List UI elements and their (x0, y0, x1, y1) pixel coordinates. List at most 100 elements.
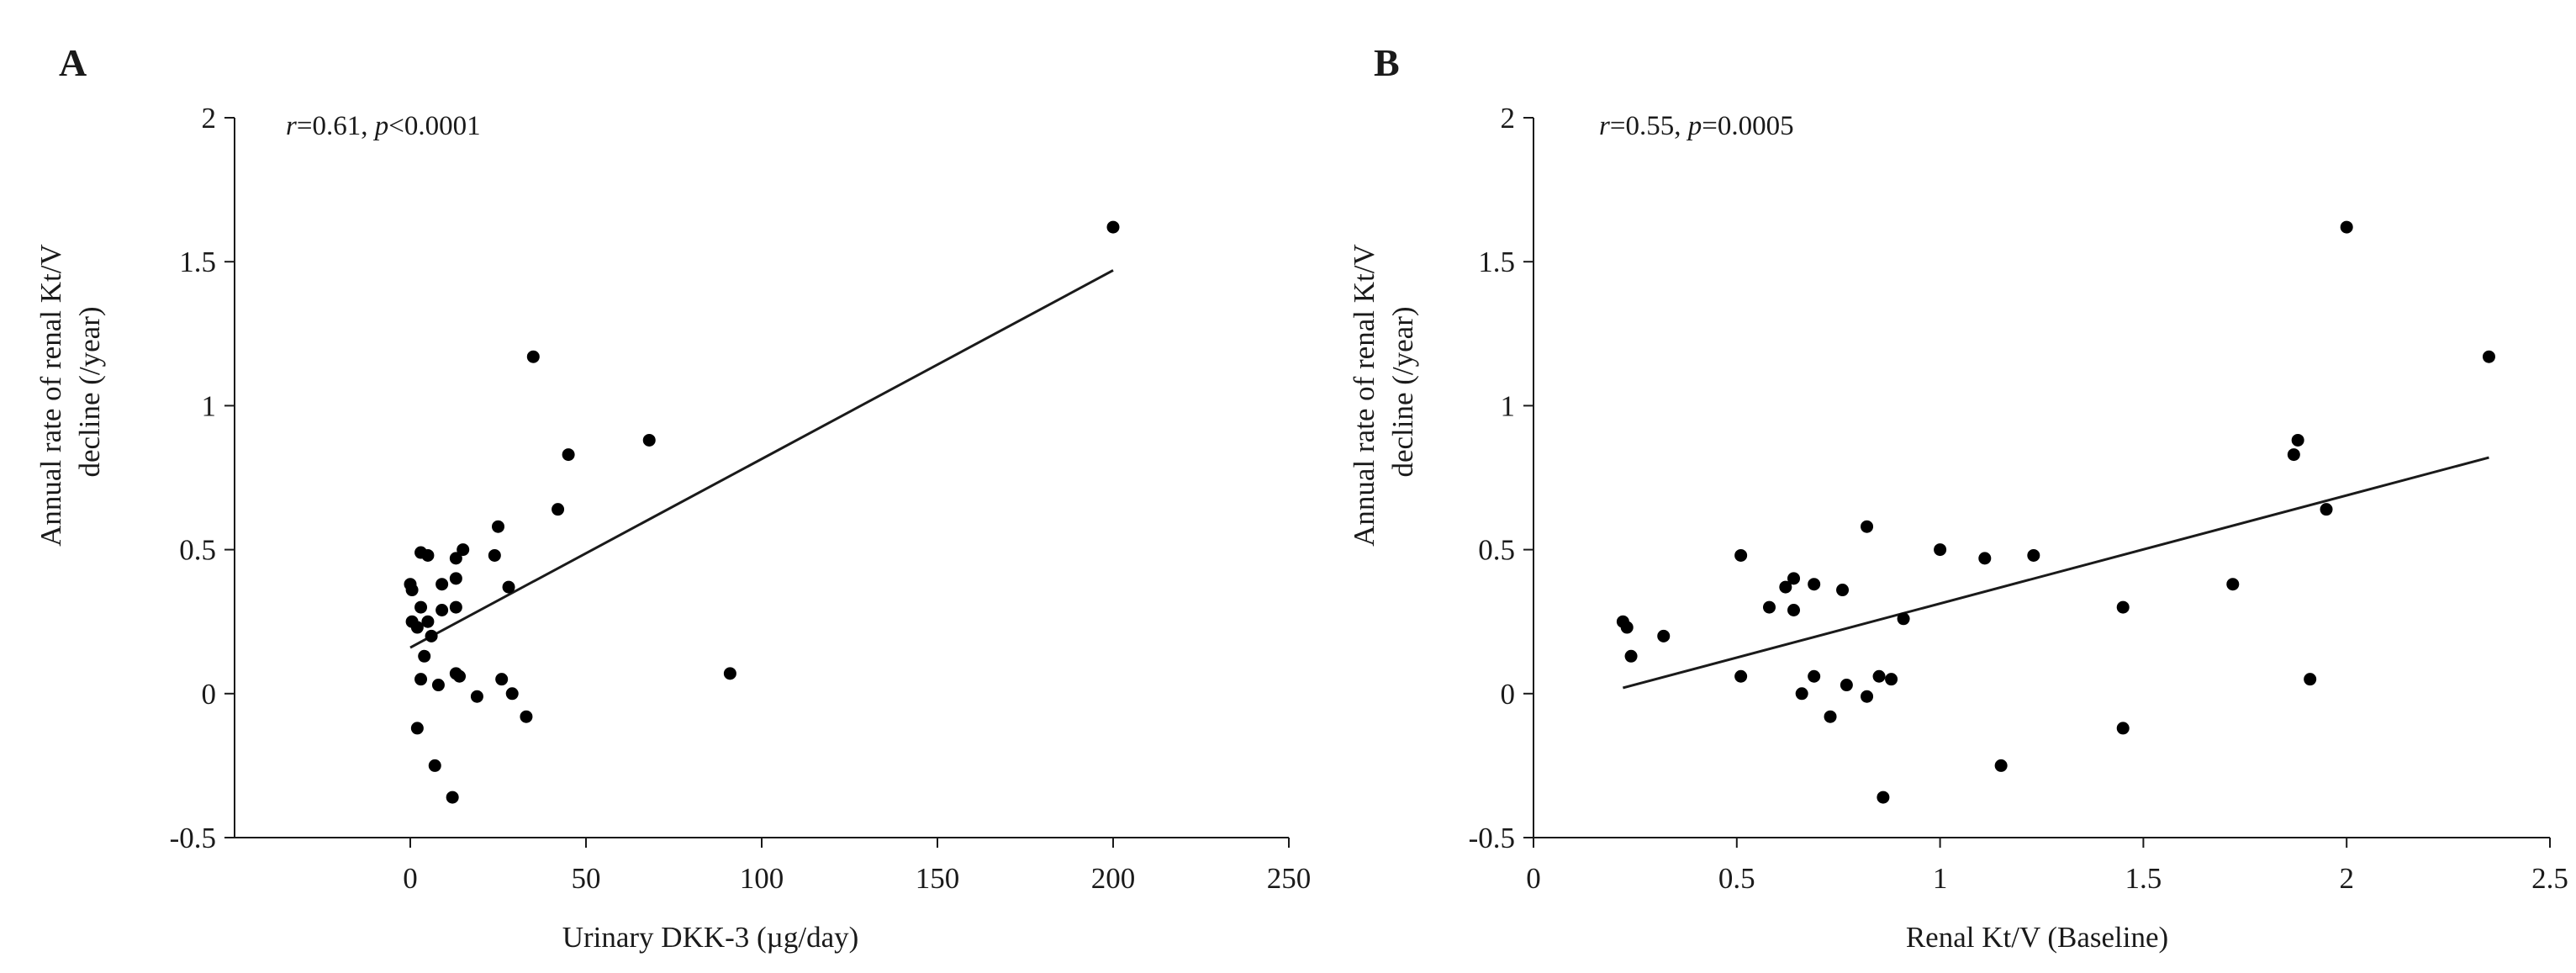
panel-b-y-tick-label: 0.5 (1478, 534, 1515, 567)
panel-a-data-point (562, 448, 575, 462)
panel-b-data-point (2340, 220, 2353, 234)
panel-a-p-value: <0.0001 (388, 111, 480, 141)
panel-a-y-tick-label: 1.5 (179, 246, 216, 278)
panel-a-data-point (449, 552, 462, 565)
panel-b-data-point (1779, 580, 1792, 594)
panel-a-data-point (505, 687, 519, 701)
panel-a-data-point (449, 572, 462, 585)
panel-a-r-symbol: r (286, 111, 297, 141)
panel-a-y-tick-label: 0 (202, 678, 217, 711)
panel-b-x-tick-label: 2.5 (2531, 862, 2568, 895)
panel-a-data-point (405, 584, 419, 597)
panel-a-x-tick-label: 250 (1267, 862, 1312, 895)
panel-b-x-tick-label: 2 (2339, 862, 2354, 895)
panel-b-data-point (1808, 578, 1821, 591)
panel-b-data-point (2320, 503, 2333, 516)
panel-a-data-point (488, 548, 501, 562)
panel-b-trend-line (1623, 456, 2489, 690)
panel-a-data-point (1106, 220, 1120, 234)
panel-a-trend-line (409, 269, 1114, 649)
panel-b-data-point (2226, 578, 2240, 591)
panel-b-data-point (1624, 649, 1638, 663)
panel-a-stats: r=0.61, p<0.0001 (286, 111, 481, 141)
panel-b-data-point (1885, 673, 1898, 686)
panel-b-data-point (1734, 669, 1748, 683)
panel-a-p-symbol: p (373, 111, 389, 141)
panel-a-data-point (492, 520, 504, 533)
panel-a-data-point (421, 548, 435, 562)
panel-a-data-point (421, 615, 435, 628)
panel-a-data-point (431, 679, 445, 692)
panel-b-y-tick-label: 2 (1501, 102, 1516, 135)
panel-b-data-point (1978, 552, 1992, 565)
panel-b-data-point (1824, 710, 1837, 723)
panel-b-data-point (2291, 433, 2304, 447)
panel-b-data-point (2027, 548, 2040, 562)
panel-a-y-title-line-1: Annual rate of renal Kt/V (34, 245, 67, 547)
panel-b-x-tick-label: 0 (1526, 862, 1541, 895)
panel-a-data-point (449, 600, 462, 614)
panel-a-x-tick-label: 150 (916, 862, 960, 895)
panel-b-r-symbol: r (1599, 111, 1610, 141)
panel-b-data-point (1872, 669, 1886, 683)
panel-a-r-value: =0.61, (297, 111, 375, 141)
panel-a-data-point (457, 543, 470, 557)
panel-a-data-point (470, 690, 483, 703)
panel-a-y-tick-label: -0.5 (170, 822, 216, 854)
panel-b-data-point (1762, 600, 1776, 614)
panel-b-data-point (1877, 791, 1890, 804)
panel-b-y-tick-label: 1.5 (1478, 246, 1515, 278)
panel-b-data-point (1620, 621, 1634, 634)
panel-b-data-point (1657, 629, 1671, 642)
panel-a-data-point (723, 667, 736, 680)
panel-b-y-tick-label: 1 (1501, 389, 1516, 422)
panel-a-y-title: Annual rate of renal Kt/V decline (/year… (34, 237, 106, 547)
panel-b-x-title: Renal Kt/V (Baseline) (1906, 921, 2168, 954)
panel-a-data-point (495, 673, 509, 686)
panel-a-data-point (520, 710, 533, 723)
panel-b-y-title-line-2: decline (/year) (1386, 306, 1419, 477)
panel-a-data-point (526, 350, 540, 363)
panel-b-y-tick-label: 0 (1501, 678, 1516, 711)
panel-b-p-value: =0.0005 (1702, 111, 1793, 141)
panel-b-x-tick-label: 1.5 (2125, 862, 2162, 895)
panel-b-data-point (1808, 669, 1821, 683)
panel-a-y-title-line-2: decline (/year) (73, 306, 106, 477)
panel-b-data-point (1861, 690, 1874, 703)
panel-b-x-tick-label: 1 (1933, 862, 1948, 895)
panel-b-y-title-line-1: Annual rate of renal Kt/V (1348, 245, 1380, 547)
panel-b-data-point (1795, 687, 1808, 701)
panel-b-y-tick-label: -0.5 (1469, 822, 1515, 854)
panel-a-y-tick-label: 0.5 (179, 534, 216, 567)
panel-a-x-tick-label: 100 (740, 862, 784, 895)
panel-a-data-point (418, 649, 431, 663)
panel-a-data-point (428, 759, 441, 772)
panel-a-data-point (502, 580, 515, 594)
panel-b-data-point (1734, 548, 1748, 562)
panel-b-data-point (2304, 673, 2317, 686)
panel-a-x-title: Urinary DKK-3 (µg/day) (562, 921, 859, 954)
panel-a-data-point (552, 503, 565, 516)
panel-b-data-point (1836, 584, 1850, 597)
panel-b-x-tick-label: 0.5 (1718, 862, 1755, 895)
panel-a-data-point (642, 433, 656, 447)
panel-a-data-point (435, 578, 449, 591)
panel-a-y-tick-label: 1 (202, 389, 217, 422)
panel-b-data-point (2116, 600, 2130, 614)
panel-b-data-point (1934, 543, 1947, 557)
panel-a-data-point (414, 600, 428, 614)
panel-a-data-point (425, 629, 438, 642)
panel-a-x-tick-label: 50 (572, 862, 601, 895)
panel-b-data-point (1787, 572, 1801, 585)
panel-b-y-title: Annual rate of renal Kt/V decline (/year… (1348, 237, 1419, 547)
panel-b: B r=0.55, p=0.0005 Annual rate of renal … (1348, 41, 2568, 954)
panel-b-data-point (1840, 679, 1853, 692)
panel-a-data-point (410, 621, 424, 634)
panel-b-data-point (1861, 520, 1874, 533)
panel-b-data-point (1994, 759, 2008, 772)
panel-a-data-point (410, 722, 424, 735)
panel-b-data-point (2116, 722, 2130, 735)
panel-a-data-point (453, 669, 467, 683)
panel-a-label: A (59, 41, 87, 84)
